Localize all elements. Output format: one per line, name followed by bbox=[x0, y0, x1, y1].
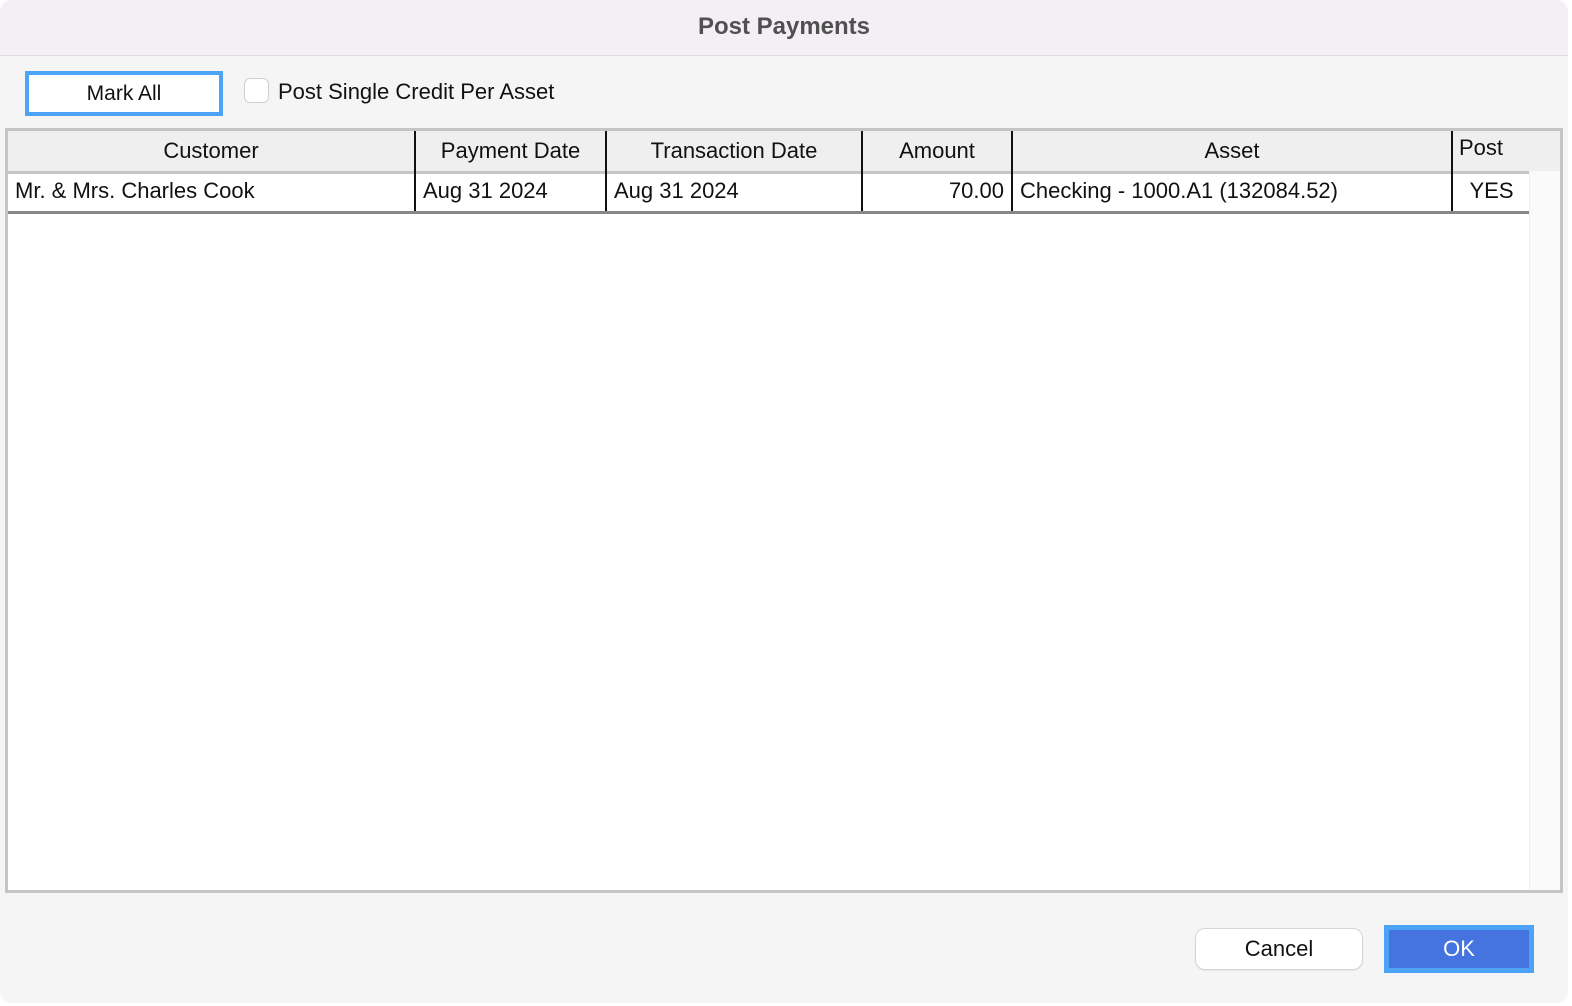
column-header-customer[interactable]: Customer bbox=[8, 131, 416, 171]
post-single-credit-label[interactable]: Post Single Credit Per Asset bbox=[278, 79, 555, 104]
post-single-credit-checkbox[interactable] bbox=[244, 78, 269, 103]
column-header-amount[interactable]: Amount bbox=[863, 131, 1013, 171]
ok-button[interactable]: OK bbox=[1384, 925, 1534, 973]
cell-payment-date: Aug 31 2024 bbox=[416, 171, 607, 211]
cell-asset: Checking - 1000.A1 (132084.52) bbox=[1013, 171, 1453, 211]
cell-transaction-date: Aug 31 2024 bbox=[607, 171, 863, 211]
column-header-payment-date[interactable]: Payment Date bbox=[416, 131, 607, 171]
cell-customer: Mr. & Mrs. Charles Cook bbox=[8, 171, 416, 211]
table-header: Customer Payment Date Transaction Date A… bbox=[8, 131, 1560, 174]
column-header-post[interactable]: Post bbox=[1459, 135, 1504, 160]
mark-all-button[interactable]: Mark All bbox=[25, 71, 223, 116]
vertical-scrollbar[interactable] bbox=[1529, 171, 1560, 890]
cell-post[interactable]: YES bbox=[1469, 178, 1514, 203]
table-row[interactable]: Mr. & Mrs. Charles Cook Aug 31 2024 Aug … bbox=[8, 171, 1530, 214]
window-title: Post Payments bbox=[0, 0, 1568, 56]
cell-amount: 70.00 bbox=[863, 171, 1013, 211]
cancel-button[interactable]: Cancel bbox=[1196, 929, 1362, 969]
payments-table: Customer Payment Date Transaction Date A… bbox=[5, 128, 1563, 893]
column-header-transaction-date[interactable]: Transaction Date bbox=[607, 131, 863, 171]
column-header-asset[interactable]: Asset bbox=[1013, 131, 1453, 171]
